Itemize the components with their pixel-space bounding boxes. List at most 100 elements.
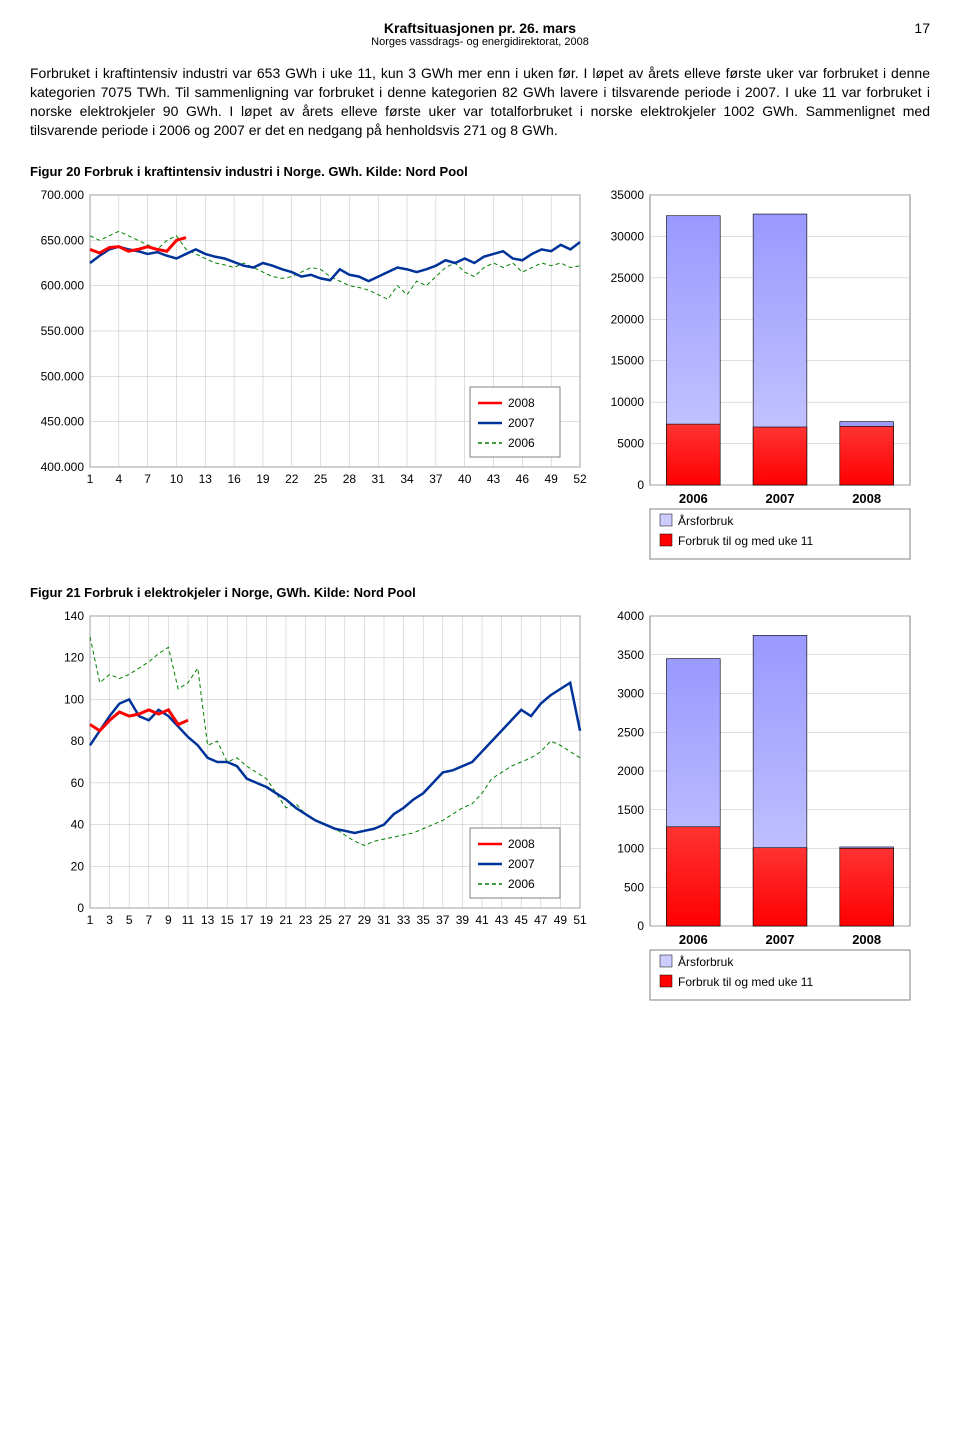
svg-text:140: 140	[64, 609, 84, 623]
svg-text:2008: 2008	[508, 837, 535, 851]
svg-text:60: 60	[71, 775, 85, 789]
svg-text:2006: 2006	[508, 436, 535, 450]
svg-text:11: 11	[182, 913, 195, 927]
svg-text:4: 4	[115, 472, 122, 486]
svg-text:120: 120	[64, 650, 84, 664]
svg-text:19: 19	[256, 472, 270, 486]
svg-text:41: 41	[475, 913, 489, 927]
svg-text:15000: 15000	[611, 353, 645, 367]
svg-text:13: 13	[199, 472, 213, 486]
svg-text:25: 25	[319, 913, 333, 927]
svg-text:10000: 10000	[611, 395, 645, 409]
svg-text:0: 0	[77, 901, 84, 915]
svg-text:4000: 4000	[617, 609, 644, 623]
svg-text:25000: 25000	[611, 270, 645, 284]
svg-text:30000: 30000	[611, 229, 645, 243]
figure-21-line-chart: 0204060801001201401357911131517192123252…	[30, 606, 590, 1006]
svg-text:500.000: 500.000	[41, 369, 85, 383]
svg-text:25: 25	[314, 472, 328, 486]
svg-text:0: 0	[637, 919, 644, 933]
svg-text:29: 29	[358, 913, 372, 927]
svg-text:2000: 2000	[617, 764, 644, 778]
svg-text:52: 52	[573, 472, 587, 486]
svg-text:Årsforbruk: Årsforbruk	[678, 954, 734, 969]
svg-text:5000: 5000	[617, 436, 644, 450]
svg-text:3: 3	[106, 913, 113, 927]
svg-text:49: 49	[544, 472, 558, 486]
svg-text:35000: 35000	[611, 188, 645, 202]
figure-20-row: 400.000450.000500.000550.000600.000650.0…	[30, 185, 930, 565]
svg-text:45: 45	[515, 913, 529, 927]
svg-text:Årsforbruk: Årsforbruk	[678, 513, 734, 528]
svg-text:2500: 2500	[617, 725, 644, 739]
svg-text:2007: 2007	[766, 491, 795, 506]
figure-21-row: 0204060801001201401357911131517192123252…	[30, 606, 930, 1006]
svg-text:2007: 2007	[508, 857, 535, 871]
svg-text:1: 1	[87, 472, 94, 486]
svg-text:22: 22	[285, 472, 299, 486]
svg-text:600.000: 600.000	[41, 278, 85, 292]
svg-text:100: 100	[64, 692, 84, 706]
figure-20-line-chart: 400.000450.000500.000550.000600.000650.0…	[30, 185, 590, 565]
svg-text:1: 1	[87, 913, 94, 927]
page-header: Kraftsituasjonen pr. 26. mars Norges vas…	[30, 20, 930, 48]
svg-text:650.000: 650.000	[41, 233, 85, 247]
svg-text:49: 49	[554, 913, 568, 927]
header-subtitle: Norges vassdrags- og energidirektorat, 2…	[30, 36, 930, 48]
svg-text:3500: 3500	[617, 647, 644, 661]
svg-text:40: 40	[458, 472, 472, 486]
svg-text:43: 43	[495, 913, 509, 927]
svg-text:80: 80	[71, 734, 85, 748]
svg-text:0: 0	[637, 478, 644, 492]
svg-text:39: 39	[456, 913, 470, 927]
svg-text:9: 9	[165, 913, 172, 927]
svg-text:21: 21	[279, 913, 293, 927]
svg-text:2006: 2006	[679, 491, 708, 506]
svg-text:47: 47	[534, 913, 548, 927]
page-number: 17	[914, 20, 930, 36]
svg-text:19: 19	[260, 913, 274, 927]
svg-text:7: 7	[145, 913, 152, 927]
svg-text:20000: 20000	[611, 312, 645, 326]
svg-text:28: 28	[343, 472, 357, 486]
svg-text:400.000: 400.000	[41, 460, 85, 474]
svg-text:2006: 2006	[508, 877, 535, 891]
svg-text:20: 20	[71, 859, 85, 873]
svg-text:17: 17	[240, 913, 254, 927]
svg-text:2008: 2008	[852, 491, 881, 506]
svg-text:10: 10	[170, 472, 184, 486]
svg-text:1000: 1000	[617, 841, 644, 855]
svg-text:40: 40	[71, 817, 85, 831]
svg-text:2007: 2007	[508, 416, 535, 430]
body-paragraph: Forbruket i kraftintensiv industri var 6…	[30, 64, 930, 140]
svg-text:43: 43	[487, 472, 501, 486]
svg-text:7: 7	[144, 472, 151, 486]
svg-text:3000: 3000	[617, 686, 644, 700]
figure-20-title: Figur 20 Forbruk i kraftintensiv industr…	[30, 164, 930, 179]
svg-text:Forbruk til og med uke 11: Forbruk til og med uke 11	[678, 975, 814, 989]
svg-text:33: 33	[397, 913, 411, 927]
svg-text:23: 23	[299, 913, 313, 927]
svg-text:16: 16	[227, 472, 241, 486]
svg-text:27: 27	[338, 913, 352, 927]
svg-text:37: 37	[429, 472, 443, 486]
figure-21-title: Figur 21 Forbruk i elektrokjeler i Norge…	[30, 585, 930, 600]
svg-text:37: 37	[436, 913, 450, 927]
svg-text:51: 51	[573, 913, 587, 927]
svg-text:700.000: 700.000	[41, 188, 85, 202]
svg-text:2008: 2008	[852, 932, 881, 947]
svg-text:31: 31	[377, 913, 391, 927]
svg-text:2006: 2006	[679, 932, 708, 947]
svg-text:35: 35	[417, 913, 431, 927]
svg-text:Forbruk til og med uke 11: Forbruk til og med uke 11	[678, 534, 814, 548]
svg-text:15: 15	[221, 913, 235, 927]
header-title: Kraftsituasjonen pr. 26. mars	[30, 20, 930, 36]
svg-text:31: 31	[372, 472, 386, 486]
figure-21-bar-chart: 0500100015002000250030003500400020062007…	[600, 606, 920, 1006]
figure-20-bar-chart: 0 5000 10000 15000 20000 25000 30000 35000 2006 2…	[600, 185, 920, 565]
svg-text:500: 500	[624, 880, 644, 894]
svg-text:5: 5	[126, 913, 133, 927]
svg-text:2008: 2008	[508, 396, 535, 410]
svg-text:550.000: 550.000	[41, 324, 85, 338]
svg-text:13: 13	[201, 913, 215, 927]
